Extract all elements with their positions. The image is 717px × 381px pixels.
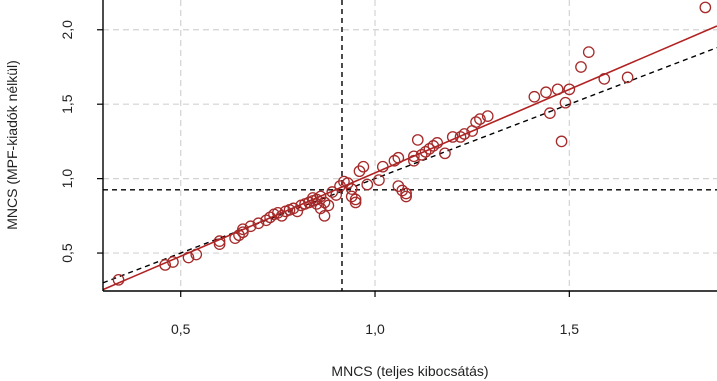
- data-point: [314, 190, 327, 203]
- data-points: [112, 1, 712, 286]
- data-point: [345, 183, 358, 195]
- data-point: [454, 131, 467, 143]
- data-point: [159, 259, 172, 271]
- data-point: [408, 154, 420, 167]
- x-axis-title: MNCS (teljes kibocsátás): [331, 363, 488, 379]
- data-point: [260, 214, 273, 227]
- data-point: [431, 137, 444, 149]
- data-point: [400, 187, 412, 200]
- y-tick-label: 1,0: [59, 169, 75, 189]
- reference-lines: [103, 0, 717, 291]
- data-point: [400, 190, 412, 203]
- data-point: [419, 145, 432, 158]
- identity-line: [103, 46, 717, 284]
- data-point: [341, 177, 354, 189]
- x-tick-label: 0,5: [171, 321, 191, 337]
- y-tick-label: 2,0: [59, 20, 75, 40]
- data-point: [213, 238, 226, 250]
- data-point: [544, 107, 556, 119]
- data-point: [582, 46, 595, 58]
- data-point: [318, 196, 331, 209]
- data-point: [237, 223, 249, 236]
- data-point: [229, 232, 241, 245]
- data-point: [559, 96, 572, 109]
- data-point: [291, 205, 304, 218]
- data-point: [563, 83, 576, 96]
- data-point: [540, 86, 552, 99]
- data-point: [252, 217, 265, 230]
- data-point: [353, 165, 366, 178]
- data-point: [551, 83, 564, 96]
- data-point: [349, 196, 362, 209]
- y-tick-label: 0,5: [59, 243, 75, 263]
- data-point: [190, 248, 203, 261]
- data-point: [699, 1, 712, 14]
- data-point: [349, 193, 362, 206]
- data-point: [112, 273, 125, 286]
- data-point: [357, 160, 370, 173]
- data-point: [388, 154, 401, 167]
- data-point: [415, 148, 428, 161]
- data-point: [237, 226, 249, 239]
- data-point: [470, 116, 482, 128]
- data-point: [167, 256, 179, 268]
- data-point: [272, 207, 284, 219]
- tick-labels: 0,5 1,0 1,5 0,5 1,0 1,5 2,0: [59, 20, 579, 337]
- data-point: [458, 128, 471, 140]
- data-point: [182, 251, 195, 264]
- data-point: [373, 174, 385, 186]
- grid: [103, 0, 717, 291]
- data-point: [244, 220, 257, 233]
- data-point: [575, 61, 587, 73]
- data-point: [446, 131, 459, 143]
- data-point: [314, 202, 327, 215]
- data-point: [396, 184, 409, 197]
- data-point: [528, 90, 541, 103]
- data-point: [411, 134, 424, 146]
- data-point: [326, 186, 339, 198]
- data-point: [287, 202, 300, 215]
- x-tick-label: 1,5: [560, 321, 580, 337]
- data-point: [345, 190, 358, 203]
- data-point: [322, 199, 335, 212]
- data-point: [423, 142, 436, 155]
- data-point: [439, 147, 451, 160]
- data-point: [621, 71, 634, 84]
- x-tick-label: 1,0: [365, 321, 385, 337]
- data-point: [361, 178, 374, 191]
- data-point: [318, 209, 331, 222]
- data-point: [213, 235, 226, 247]
- data-point: [376, 160, 389, 173]
- data-point: [408, 150, 420, 163]
- data-point: [392, 151, 405, 164]
- data-point: [427, 140, 440, 152]
- axes: [97, 0, 717, 297]
- data-point: [598, 73, 611, 85]
- data-point: [474, 113, 486, 125]
- data-point: [233, 229, 245, 242]
- data-point: [481, 110, 494, 122]
- data-point: [555, 135, 568, 148]
- y-tick-label: 1,5: [59, 94, 75, 114]
- y-axis-title: MNCS (MPF-kiadók nélkül): [4, 60, 20, 230]
